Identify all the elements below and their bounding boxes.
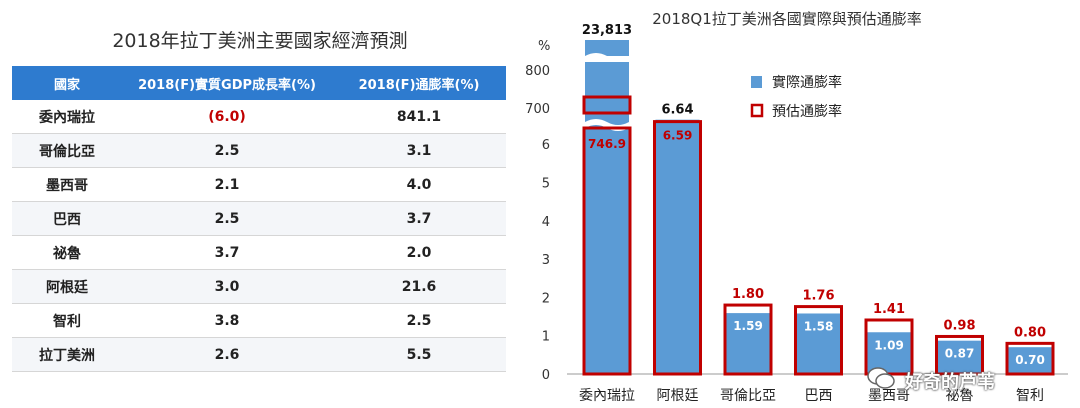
bar-actual [796,313,841,374]
bar-actual [867,332,911,374]
legend-label-actual: 實際通膨率 [772,74,842,91]
inflation-chart: 2018Q1拉丁美洲各國實際與預估通膨率% 0 1 2 3 4 5 6 700 800 23,813… [525,10,1068,404]
legend-label-forecast: 預估通膨率 [772,103,842,120]
cell-gdp: 3.0 [122,269,332,304]
watermark: 好奇的芦苇 [905,372,995,393]
cell-country: 巴西 [12,201,122,236]
cell-country: 哥倫比亞 [12,133,122,168]
bar-forecast [653,120,702,376]
data-label-actual: 1.59 [733,319,763,333]
cell-inflation: 21.6 [332,269,506,304]
y-tick-label: 3 [542,253,550,268]
bar-actual [937,340,982,374]
x-tick-label: 祕魯 [946,388,974,404]
header-inflation: 2018(F)通膨率(%) [332,66,506,100]
table-row: 哥倫比亞 2.5 3.1 [12,133,506,168]
x-tick-label: 阿根廷 [657,388,699,404]
bar-forecast [935,334,984,376]
y-tick-label: 1 [542,330,550,345]
y-tick-label: 6 [542,138,550,153]
table-row: 巴西 2.5 3.7 [12,201,506,236]
header-gdp: 2018(F)實質GDP成長率(%) [122,66,332,100]
cell-inflation: 841.1 [332,100,506,134]
forecast-table: 國家 2018(F)實質GDP成長率(%) 2018(F)通膨率(%) 委內瑞拉… [12,66,506,372]
legend-swatch-actual [751,76,762,88]
cell-inflation: 2.0 [332,235,506,270]
bar-forecast [582,95,632,115]
data-label-forecast: 6.59 [663,129,693,143]
chart-title: 2018Q1拉丁美洲各國實際與預估通膨率 [652,10,922,28]
cell-inflation: 2.5 [332,303,506,338]
table-row: 阿根廷 3.0 21.6 [12,269,506,304]
y-tick-label: 800 [525,64,550,79]
cell-country: 墨西哥 [12,167,122,202]
table-row: 委內瑞拉 (6.0) 841.1 [12,100,506,134]
cell-gdp: (6.0) [122,100,332,134]
bar-actual [655,119,700,374]
header-country: 國家 [12,66,122,100]
table-row: 祕魯 3.7 2.0 [12,235,506,270]
x-tick-label: 巴西 [805,388,833,404]
y-tick-label: 5 [542,177,550,192]
cell-country: 阿根廷 [12,269,122,304]
table-title: 2018年拉丁美洲主要國家經濟預測 [112,30,408,52]
y-tick-label: 4 [542,215,550,230]
data-label-forecast: 1.76 [802,289,834,304]
data-label-forecast: 0.98 [943,318,975,333]
x-tick-label: 墨西哥 [868,388,910,404]
table-row: 智利 3.8 2.5 [12,303,506,338]
cell-gdp: 2.1 [122,167,332,202]
cell-gdp: 3.7 [122,235,332,270]
cell-country: 祕魯 [12,235,122,270]
table-row: 墨西哥 2.1 4.0 [12,167,506,202]
cell-gdp: 2.6 [122,337,332,372]
data-label-forecast: 1.80 [732,287,764,302]
bar-actual [1008,347,1052,374]
y-tick-label: 2 [542,291,550,306]
y-axis-unit: % [538,39,550,54]
bar-forecast [582,126,632,376]
cell-inflation: 5.5 [332,337,506,372]
cell-gdp: 2.5 [122,133,332,168]
x-tick-label: 智利 [1016,388,1044,404]
data-label-forecast: 746.9 [588,137,626,151]
bar-actual [585,40,629,56]
y-tick-label: 700 [525,102,550,117]
bar-actual [585,128,629,374]
data-label-forecast: 1.41 [873,302,905,317]
x-tick-label: 委內瑞拉 [579,388,635,404]
legend-swatch-forecast [750,103,764,118]
data-label-actual: 6.64 [661,103,693,118]
wechat-icon [867,367,895,389]
cell-gdp: 3.8 [122,303,332,338]
cell-inflation: 3.1 [332,133,506,168]
y-tick-label: 0 [542,368,550,383]
data-label-forecast: 0.80 [1014,325,1046,340]
bar-forecast [723,303,773,376]
bar-forecast [794,305,843,376]
cell-inflation: 3.7 [332,201,506,236]
cell-country: 拉丁美洲 [12,337,122,372]
cell-country: 智利 [12,303,122,338]
data-label-actual: 23,813 [582,23,632,38]
data-label-actual: 1.09 [874,338,904,352]
table-row: 拉丁美洲 2.6 5.5 [12,337,506,372]
data-label-actual: 0.87 [945,347,975,361]
bar-forecast [1005,341,1055,376]
data-label-actual: 0.70 [1015,353,1045,367]
bar-actual [585,62,629,128]
data-label-actual: 1.58 [804,319,834,333]
cell-inflation: 4.0 [332,167,506,202]
cell-gdp: 2.5 [122,201,332,236]
cell-country: 委內瑞拉 [12,100,122,134]
table-header-row: 國家 2018(F)實質GDP成長率(%) 2018(F)通膨率(%) [12,66,506,100]
x-tick-label: 哥倫比亞 [720,388,776,404]
bar-actual [726,313,770,374]
